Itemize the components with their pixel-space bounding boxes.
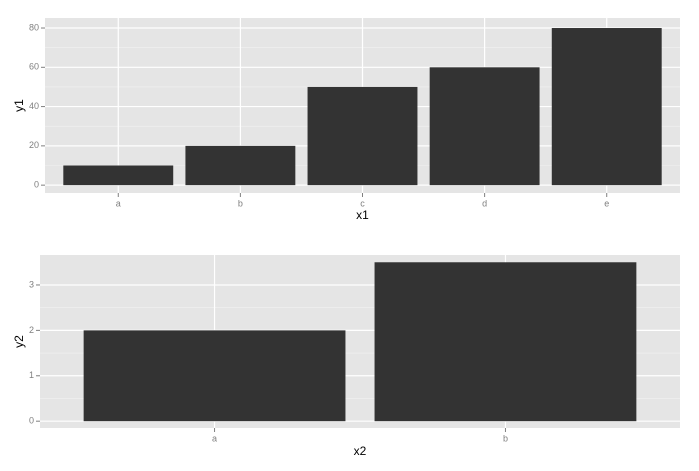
bar	[307, 86, 418, 186]
y-tick-label: 20	[29, 140, 39, 150]
bar	[83, 330, 346, 422]
y-axis-title: y1	[12, 99, 26, 112]
x-tick-label: b	[238, 198, 243, 208]
bar	[429, 67, 540, 186]
y-tick-label: 80	[29, 22, 39, 32]
x-axis-title: x1	[356, 208, 369, 222]
x-tick-label: c	[360, 198, 365, 208]
y-tick-label: 0	[29, 416, 34, 426]
x-tick-label: d	[482, 198, 487, 208]
bar	[374, 262, 637, 422]
bar	[185, 145, 296, 186]
x-tick-label: b	[503, 433, 508, 443]
y-tick-label: 60	[29, 62, 39, 72]
x-tick-label: e	[604, 198, 609, 208]
y-tick-label: 40	[29, 101, 39, 111]
bar	[551, 28, 662, 186]
y-axis-title: y2	[12, 335, 26, 348]
bar	[63, 165, 174, 186]
x-axis-title: x2	[354, 444, 367, 458]
y-tick-label: 2	[29, 325, 34, 335]
x-tick-label: a	[116, 198, 121, 208]
x-tick-label: a	[212, 433, 217, 443]
y-tick-label: 0	[34, 180, 39, 190]
y-tick-label: 3	[29, 279, 34, 289]
y-tick-label: 1	[29, 370, 34, 380]
